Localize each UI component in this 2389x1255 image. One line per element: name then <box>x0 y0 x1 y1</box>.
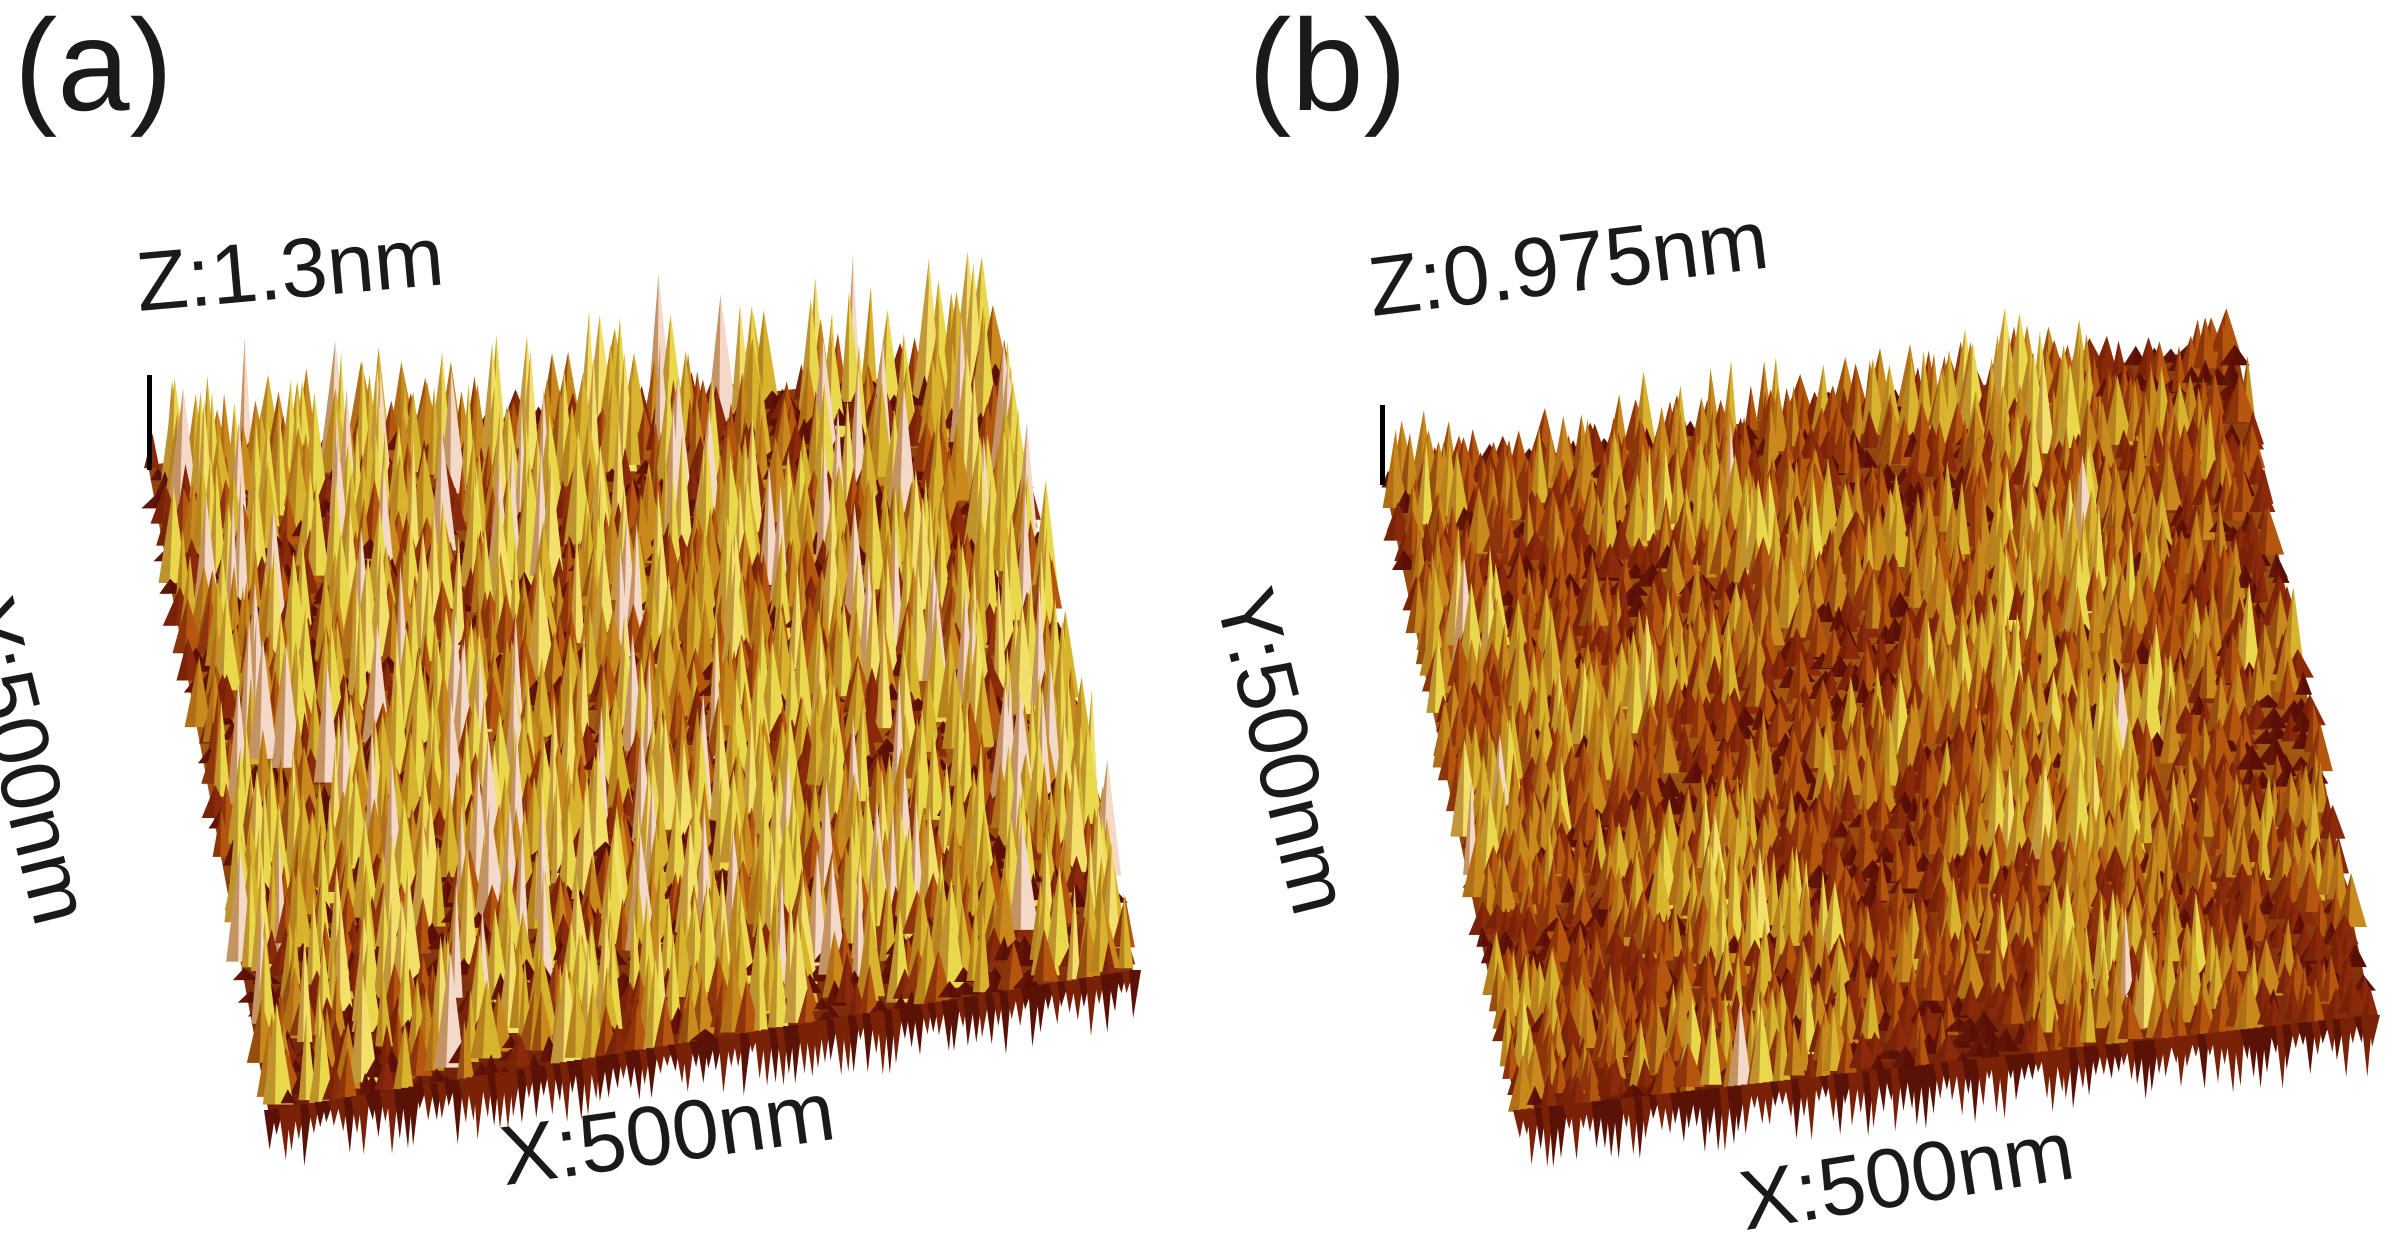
afm-surface-b <box>1381 307 2380 1168</box>
z-scale-tick-a <box>147 375 152 470</box>
afm-surface-a <box>141 251 1141 1166</box>
panel-b: (b) Z:0.975nm Y:500nm X:500nm <box>1194 0 2388 1255</box>
surface-front-edge <box>1513 1015 2380 1168</box>
surface-front-edge <box>264 970 1141 1166</box>
surface-peaks <box>141 251 1136 1105</box>
panel-label-a: (a) <box>14 0 173 138</box>
z-scale-tick-b <box>1380 405 1385 485</box>
surface-peaks <box>1381 307 2379 1113</box>
panel-a: (a) Z:1.3nm Y:500nm X:500nm <box>0 0 1194 1255</box>
panel-label-b: (b) <box>1248 0 1407 138</box>
